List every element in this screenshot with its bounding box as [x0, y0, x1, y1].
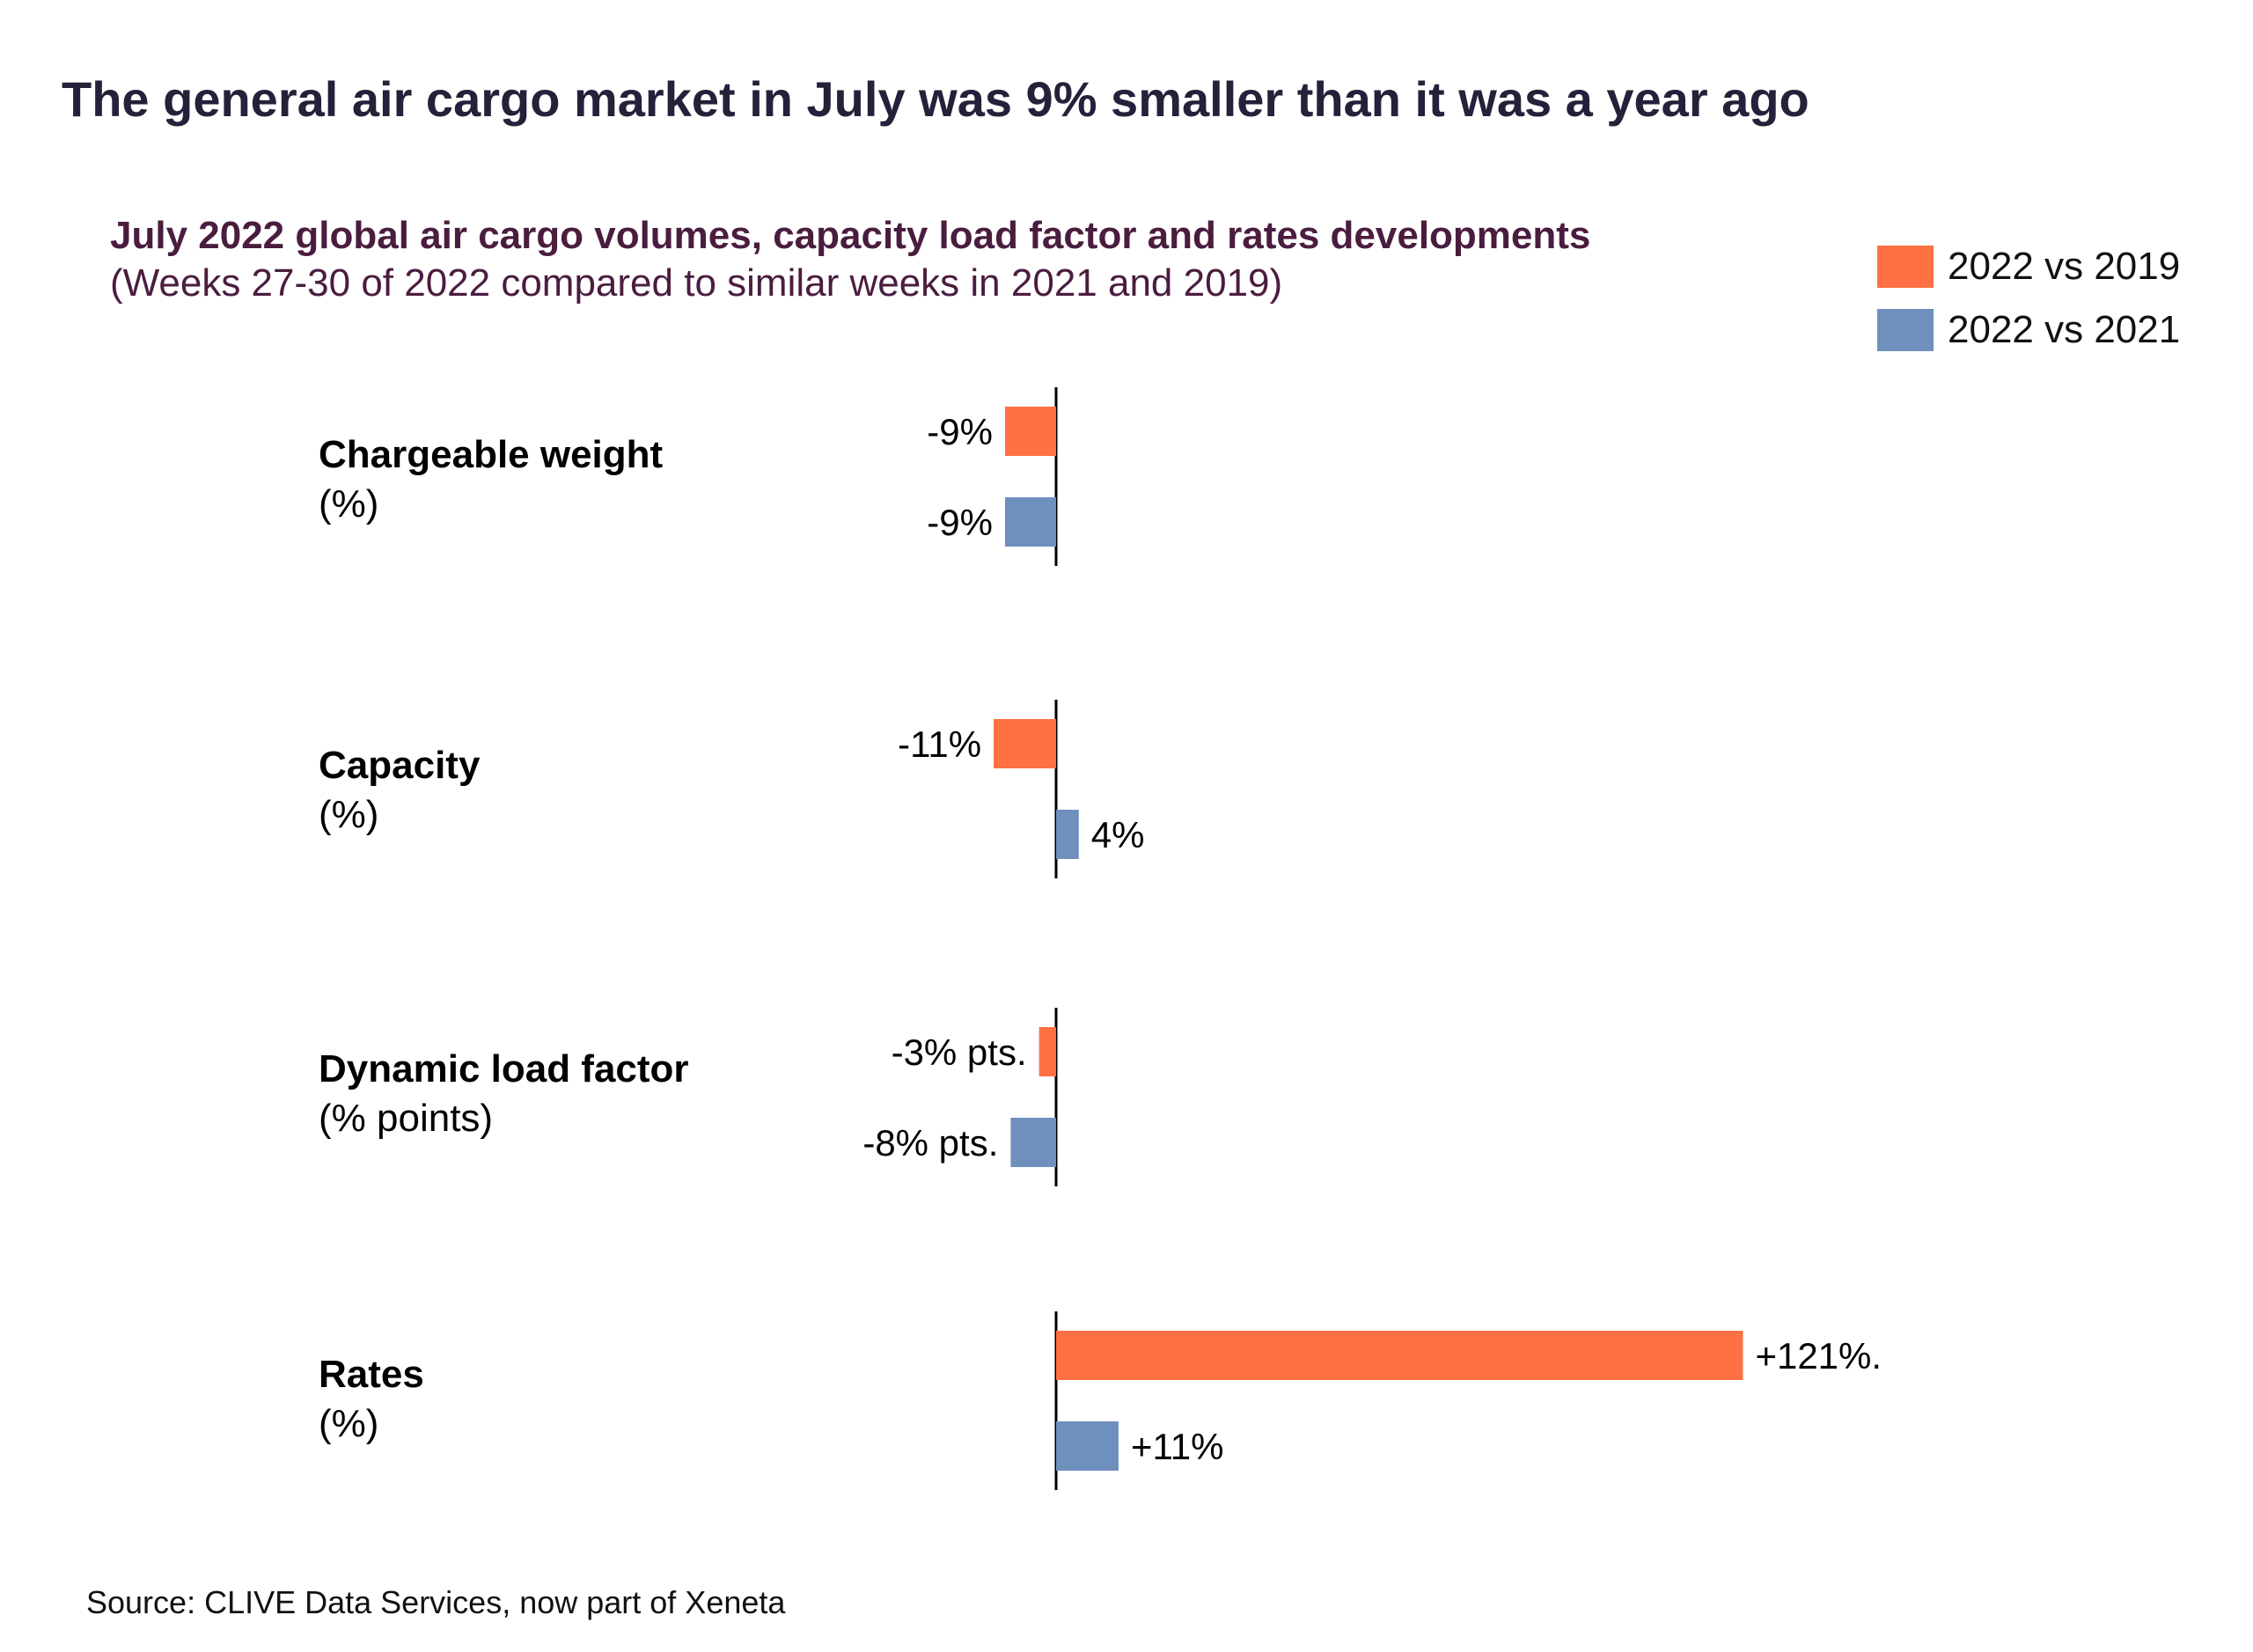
data-label-1-0: -11%	[898, 723, 981, 765]
legend-item-2019: 2022 vs 2019	[1877, 245, 2180, 289]
source-note: Source: CLIVE Data Services, now part of…	[86, 1584, 786, 1620]
data-label-3-0: +121%.	[1755, 1335, 1882, 1377]
category-unit-dynamic-load-factor: (% points)	[319, 1097, 494, 1140]
bar-0-0	[1004, 407, 1056, 456]
chart-subtitle-note: (Weeks 27-30 of 2022 compared to similar…	[110, 261, 1283, 305]
legend-label-2021: 2022 vs 2021	[1948, 308, 2181, 351]
chart-title: The general air cargo market in July was…	[62, 71, 1809, 127]
data-label-3-1: +11%	[1131, 1426, 1223, 1467]
data-label-0-0: -9%	[927, 411, 993, 452]
category-label-capacity: Capacity	[319, 744, 481, 787]
bar-2-1	[1010, 1118, 1056, 1167]
legend-swatch-2021	[1877, 309, 1934, 351]
chart-subtitle: July 2022 global air cargo volumes, capa…	[110, 214, 1591, 257]
bar-3-0	[1056, 1331, 1743, 1380]
legend-label-2019: 2022 vs 2019	[1948, 245, 2181, 288]
legend-swatch-2019	[1877, 246, 1934, 288]
category-unit-capacity: (%)	[319, 793, 379, 836]
bar-0-1	[1004, 497, 1056, 547]
category-label-chargeable-weight: Chargeable weight	[319, 433, 664, 476]
category-label-dynamic-load-factor: Dynamic load factor	[319, 1047, 689, 1090]
data-label-0-1: -9%	[927, 502, 993, 543]
category-unit-rates: (%)	[319, 1402, 379, 1445]
data-label-2-1: -8% pts.	[862, 1122, 998, 1164]
bar-2-0	[1038, 1027, 1056, 1076]
legend-item-2021: 2022 vs 2021	[1877, 308, 2180, 352]
data-label-2-0: -3% pts.	[892, 1032, 1027, 1073]
bar-1-1	[1056, 810, 1079, 859]
bar-3-1	[1056, 1421, 1119, 1471]
bar-1-0	[994, 719, 1056, 768]
category-label-rates: Rates	[319, 1353, 424, 1396]
data-label-1-1: 4%	[1091, 814, 1145, 855]
category-unit-chargeable-weight: (%)	[319, 482, 379, 525]
